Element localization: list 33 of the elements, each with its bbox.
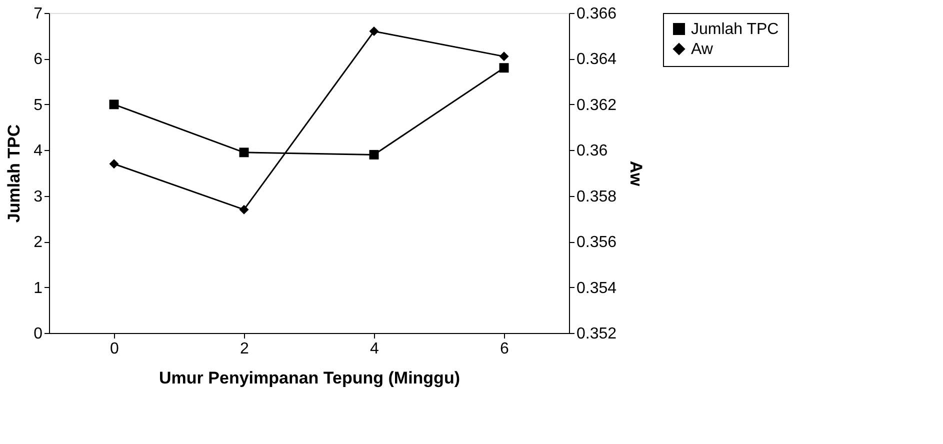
point xyxy=(499,52,509,62)
y2-tick-label: 0.362 xyxy=(576,96,617,114)
point xyxy=(109,159,119,169)
y2-tick-label: 0.354 xyxy=(576,280,617,297)
x-axis-title: Umur Penyimpanan Tepung (Minggu) xyxy=(159,368,460,388)
y-tick-label: 6 xyxy=(34,51,43,68)
x-tick-label: 0 xyxy=(110,340,120,358)
y-tick-label: 3 xyxy=(34,188,43,206)
y-tick-label: 4 xyxy=(34,142,43,160)
x-tick-label: 6 xyxy=(500,340,510,358)
legend-label: Jumlah TPC xyxy=(691,21,779,38)
y-axis-title: Jumlah TPC xyxy=(4,124,24,223)
point xyxy=(369,150,379,160)
y-tick-label: 2 xyxy=(34,234,43,252)
y2-tick-label: 0.352 xyxy=(576,326,617,342)
y2-tick-label: 0.364 xyxy=(576,51,617,68)
y2-tick-label: 0.356 xyxy=(576,234,617,252)
point xyxy=(369,26,379,36)
y-tick-label: 7 xyxy=(34,6,43,22)
x-tick-label: 2 xyxy=(240,340,250,358)
y2-axis-title: Aw xyxy=(626,160,646,187)
x-tick-label: 4 xyxy=(370,340,380,358)
point xyxy=(239,204,249,214)
point xyxy=(239,148,249,158)
legend-label: Aw xyxy=(691,41,714,58)
y-tick-label: 1 xyxy=(34,280,43,297)
y2-tick-label: 0.358 xyxy=(576,188,617,206)
y-tick-label: 5 xyxy=(34,96,43,114)
y2-tick-label: 0.366 xyxy=(576,6,617,22)
point xyxy=(109,100,119,110)
y-tick-label: 0 xyxy=(34,326,43,342)
y2-tick-label: 0.36 xyxy=(576,142,608,160)
point xyxy=(499,63,509,73)
